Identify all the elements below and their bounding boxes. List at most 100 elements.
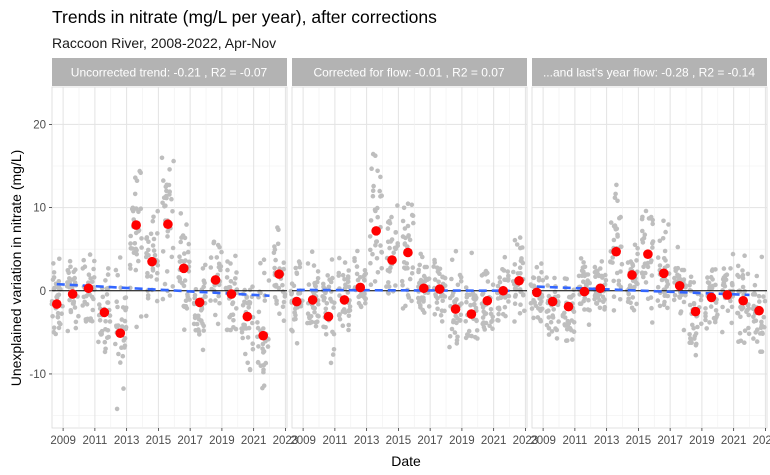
daily-point bbox=[593, 269, 599, 274]
daily-point bbox=[751, 314, 756, 320]
daily-point bbox=[626, 296, 631, 302]
daily-point bbox=[739, 307, 744, 312]
daily-point bbox=[50, 277, 56, 282]
daily-point bbox=[661, 218, 666, 224]
daily-point bbox=[265, 344, 271, 349]
daily-point bbox=[566, 321, 572, 326]
daily-point bbox=[691, 280, 697, 285]
daily-point bbox=[363, 296, 369, 302]
daily-point bbox=[400, 306, 406, 311]
daily-point bbox=[115, 272, 120, 278]
daily-point bbox=[540, 278, 546, 283]
daily-point bbox=[634, 258, 639, 263]
daily-point bbox=[347, 304, 353, 309]
daily-point bbox=[663, 258, 668, 263]
daily-point bbox=[548, 319, 554, 325]
daily-point bbox=[255, 359, 261, 365]
daily-point bbox=[665, 263, 670, 269]
daily-point bbox=[432, 277, 438, 282]
x-tick-label: 2011 bbox=[323, 435, 348, 447]
daily-point bbox=[106, 266, 111, 271]
panel-background bbox=[51, 86, 288, 429]
daily-point bbox=[544, 275, 549, 280]
daily-point bbox=[69, 285, 75, 291]
daily-point bbox=[309, 249, 315, 254]
daily-point bbox=[402, 241, 408, 246]
daily-point bbox=[337, 255, 342, 261]
daily-point bbox=[305, 261, 311, 266]
daily-point bbox=[374, 255, 380, 261]
daily-point bbox=[89, 318, 95, 324]
daily-point bbox=[661, 302, 667, 308]
daily-point bbox=[240, 335, 245, 341]
daily-point bbox=[96, 339, 101, 345]
daily-point bbox=[580, 265, 586, 270]
daily-point bbox=[326, 284, 332, 290]
x-tick-label: 2021 bbox=[481, 435, 507, 447]
daily-point bbox=[497, 279, 503, 285]
daily-point bbox=[323, 325, 328, 330]
daily-point bbox=[617, 215, 622, 221]
daily-point bbox=[678, 309, 684, 314]
daily-point bbox=[104, 292, 110, 297]
daily-point bbox=[103, 278, 108, 283]
daily-point bbox=[659, 277, 665, 283]
daily-point bbox=[632, 284, 637, 290]
daily-point bbox=[118, 360, 123, 365]
daily-point bbox=[234, 270, 239, 275]
daily-point bbox=[479, 273, 485, 278]
daily-point bbox=[522, 308, 527, 314]
daily-point bbox=[434, 300, 440, 305]
daily-point bbox=[761, 294, 766, 299]
daily-point bbox=[323, 332, 329, 337]
daily-point bbox=[417, 262, 423, 268]
daily-point bbox=[337, 316, 343, 322]
daily-point bbox=[742, 328, 748, 334]
daily-point bbox=[576, 273, 582, 279]
daily-point bbox=[512, 262, 518, 267]
daily-point bbox=[247, 367, 253, 373]
daily-point bbox=[133, 175, 138, 180]
daily-point bbox=[139, 245, 144, 250]
daily-point bbox=[192, 292, 198, 298]
daily-point bbox=[740, 268, 745, 273]
daily-point bbox=[177, 275, 182, 280]
daily-point bbox=[346, 268, 352, 273]
daily-point bbox=[650, 320, 655, 325]
trend-line bbox=[56, 282, 270, 298]
annual-mean-point bbox=[690, 306, 701, 317]
daily-point bbox=[693, 352, 699, 358]
daily-point bbox=[728, 298, 733, 304]
daily-point bbox=[90, 307, 96, 313]
daily-point bbox=[463, 285, 469, 290]
daily-point bbox=[163, 193, 169, 199]
daily-point bbox=[539, 261, 544, 266]
daily-point bbox=[695, 324, 700, 330]
daily-point bbox=[340, 308, 346, 314]
daily-point bbox=[55, 293, 60, 298]
annual-mean-point bbox=[83, 283, 94, 294]
daily-point bbox=[129, 246, 135, 251]
daily-point bbox=[416, 267, 422, 273]
daily-point bbox=[722, 283, 728, 289]
daily-point bbox=[452, 299, 457, 304]
daily-point bbox=[511, 269, 516, 275]
daily-point bbox=[167, 293, 173, 298]
daily-point bbox=[132, 241, 138, 246]
daily-point bbox=[752, 292, 758, 297]
daily-point bbox=[129, 206, 135, 212]
daily-point bbox=[297, 264, 303, 270]
x-tick-label: 2013 bbox=[594, 435, 620, 447]
daily-point bbox=[385, 226, 391, 231]
daily-point bbox=[377, 188, 383, 194]
daily-point bbox=[86, 272, 92, 278]
daily-point bbox=[315, 269, 321, 274]
daily-point bbox=[216, 293, 221, 299]
daily-point bbox=[454, 337, 460, 343]
daily-point bbox=[681, 327, 687, 333]
daily-point bbox=[404, 261, 410, 266]
daily-point bbox=[393, 283, 398, 288]
daily-point bbox=[449, 276, 454, 282]
daily-point bbox=[57, 256, 62, 262]
daily-point bbox=[239, 329, 245, 335]
